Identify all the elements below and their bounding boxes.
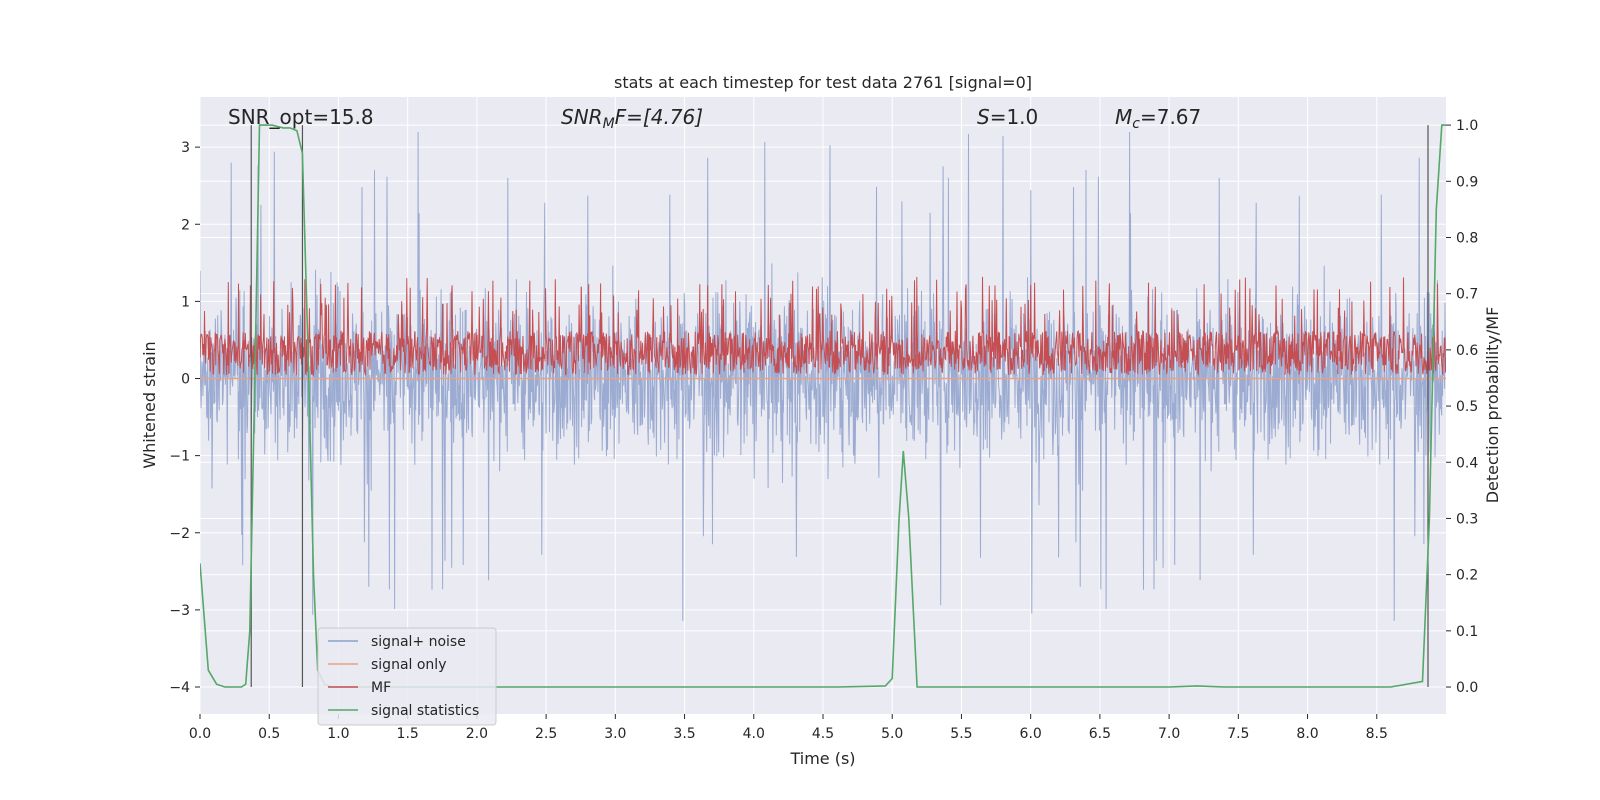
y-right-tick-label: 0.1 <box>1456 624 1478 640</box>
y-left-tick-label: 1 <box>181 294 190 310</box>
x-tick-label: 0.0 <box>189 726 211 742</box>
annotation-snr-mf-symbol: SNR <box>561 105 603 129</box>
y-left-tick-label: 0 <box>181 372 190 388</box>
annotation-snr-opt: SNR_opt=15.8 <box>228 105 374 129</box>
x-tick-label: 1.5 <box>397 726 419 742</box>
x-tick-label: 1.0 <box>327 726 349 742</box>
y-left-tick-label: 2 <box>181 217 190 233</box>
annotation-s: S=1.0 <box>977 105 1038 129</box>
mf-line <box>200 276 1446 378</box>
x-tick-label: 3.5 <box>673 726 695 742</box>
x-axis-label: Time (s) <box>789 749 855 768</box>
annotation-mc-value: =7.67 <box>1140 105 1201 129</box>
annotation-s-value: =1.0 <box>990 105 1039 129</box>
legend-label-mf: MF <box>371 680 391 696</box>
x-tick-label: 4.5 <box>812 726 834 742</box>
y-right-tick-label: 0.0 <box>1456 680 1478 696</box>
x-tick-label: 4.0 <box>743 726 765 742</box>
x-tick-label: 6.5 <box>1089 726 1111 742</box>
y-left-axis-ticks: 3 2 1 0 −1 −2 −3 −4 <box>169 140 200 696</box>
y-right-tick-label: 0.8 <box>1456 230 1478 246</box>
chart-title: stats at each timestep for test data 276… <box>614 73 1032 92</box>
x-tick-label: 0.5 <box>258 726 280 742</box>
annotation-snr-mf-value: F=[4.76] <box>615 105 703 129</box>
y-left-tick-label: −2 <box>169 526 190 542</box>
y-left-tick-label: −3 <box>169 603 190 619</box>
x-axis-ticks: 0.0 0.5 1.0 1.5 2.0 2.5 3.0 3.5 4.0 4.5 5.0 5.5 6.0 6… <box>189 714 1388 742</box>
x-tick-label: 2.0 <box>466 726 488 742</box>
x-tick-label: 8.0 <box>1296 726 1318 742</box>
y-left-axis-label: Whitened strain <box>140 341 159 468</box>
y-right-tick-label: 0.6 <box>1456 343 1478 359</box>
y-left-tick-label: −1 <box>169 449 190 465</box>
y-right-tick-label: 0.4 <box>1456 455 1478 471</box>
y-left-tick-label: 3 <box>181 140 190 156</box>
legend-label-signal-noise: signal+ noise <box>371 634 466 650</box>
annotation-s-symbol: S <box>977 105 990 129</box>
y-right-tick-label: 0.3 <box>1456 511 1478 527</box>
y-right-tick-label: 0.7 <box>1456 287 1478 303</box>
x-tick-label: 8.5 <box>1366 726 1388 742</box>
legend-label-signal-statistics: signal statistics <box>371 703 479 719</box>
legend: signal+ noise signal only MF signal stat… <box>317 627 497 726</box>
y-left-tick-label: −4 <box>169 680 190 696</box>
x-tick-label: 3.0 <box>604 726 626 742</box>
x-tick-label: 2.5 <box>535 726 557 742</box>
y-right-axis-label: Detection probability/MF <box>1483 307 1502 504</box>
y-right-tick-label: 0.2 <box>1456 568 1478 584</box>
y-right-tick-label: 0.5 <box>1456 399 1478 415</box>
y-right-axis-ticks: 1.0 0.9 0.8 0.7 0.6 0.5 0.4 0.3 0.2 0.1 0.0 <box>1446 118 1478 696</box>
annotation-mc-subscript: c <box>1132 116 1140 132</box>
y-right-tick-label: 0.9 <box>1456 174 1478 190</box>
x-tick-label: 7.5 <box>1227 726 1249 742</box>
annotation-mc: Mc=7.67 <box>1115 105 1201 132</box>
y-right-tick-label: 1.0 <box>1456 118 1478 134</box>
annotation-snr-mf-subscript: M <box>603 116 615 132</box>
annotation-snr-mf: SNRMF=[4.76] <box>561 105 703 132</box>
x-tick-label: 5.5 <box>950 726 972 742</box>
x-tick-label: 5.0 <box>881 726 903 742</box>
x-tick-label: 6.0 <box>1020 726 1042 742</box>
annotation-mc-symbol: M <box>1115 105 1132 129</box>
legend-label-signal-only: signal only <box>371 657 446 673</box>
legend-box <box>317 627 497 726</box>
x-tick-label: 7.0 <box>1158 726 1180 742</box>
